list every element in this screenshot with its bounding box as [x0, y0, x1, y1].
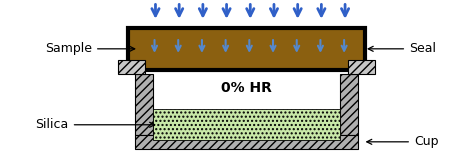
Bar: [348, 60, 375, 74]
Bar: [135, 135, 358, 149]
Text: 0% HR: 0% HR: [221, 81, 272, 95]
Bar: [153, 108, 340, 140]
Bar: [135, 74, 153, 135]
Text: Seal: Seal: [368, 42, 436, 55]
Bar: [340, 74, 358, 135]
Text: Silica: Silica: [36, 118, 155, 131]
Bar: [118, 60, 145, 74]
Bar: [128, 28, 365, 70]
Text: Sample: Sample: [45, 42, 135, 55]
Text: Cup: Cup: [367, 135, 438, 148]
